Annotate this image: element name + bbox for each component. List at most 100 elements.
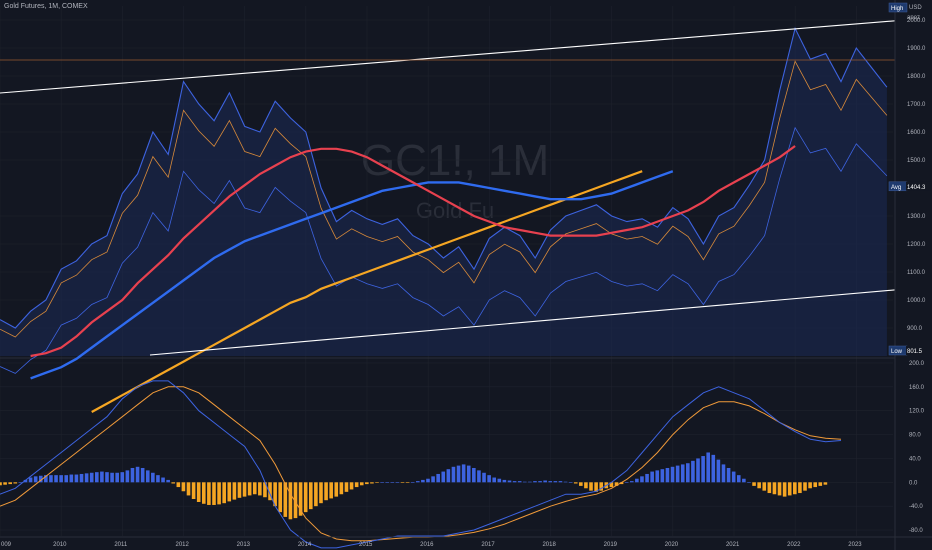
macd-hist-bar bbox=[629, 481, 634, 483]
macd-tick-label: 160.0 bbox=[909, 385, 925, 391]
macd-hist-bar bbox=[151, 472, 155, 483]
macd-hist-bar bbox=[105, 472, 109, 483]
macd-hist-bar bbox=[288, 482, 293, 520]
macd-hist-bar bbox=[273, 482, 277, 507]
price-tick-label: 2000.0 bbox=[907, 18, 926, 24]
macd-hist-bar bbox=[747, 482, 751, 483]
macd-hist-bar bbox=[252, 482, 257, 495]
macd-hist-bar bbox=[222, 482, 226, 504]
macd-hist-bar bbox=[212, 482, 216, 505]
macd-hist-bar bbox=[54, 475, 58, 483]
band-upper bbox=[0, 60, 888, 338]
macd-hist-bar bbox=[497, 478, 502, 483]
macd-hist-bar bbox=[181, 482, 186, 492]
price-tick-label: 1700.0 bbox=[907, 102, 926, 108]
macd-hist-bar bbox=[201, 482, 206, 504]
macd-hist-bar bbox=[120, 472, 125, 483]
macd-hist-bar bbox=[798, 482, 802, 494]
macd-tick-label: 0.0 bbox=[909, 480, 918, 486]
time-tick-label: 2021 bbox=[726, 542, 740, 548]
macd-hist-bar bbox=[793, 482, 797, 495]
macd-hist-bar bbox=[339, 482, 344, 495]
macd-hist-bar bbox=[731, 471, 736, 483]
macd-hist-bar bbox=[579, 482, 583, 486]
macd-hist-bar bbox=[156, 475, 160, 483]
macd-hist-bar bbox=[283, 482, 288, 517]
price-tick-label: 1600.0 bbox=[907, 130, 926, 136]
macd-hist-bar bbox=[670, 466, 675, 483]
macd-tick-label: 40.0 bbox=[909, 456, 921, 462]
price-tick-label: 1300.0 bbox=[907, 214, 926, 220]
macd-hist-bar bbox=[624, 482, 629, 483]
macd-tick-label: 80.0 bbox=[909, 433, 921, 439]
macd-hist-bar bbox=[227, 482, 232, 502]
macd-hist-bar bbox=[696, 458, 700, 483]
macd-hist-bar bbox=[89, 472, 94, 483]
macd-hist-bar bbox=[59, 475, 63, 483]
symbol-title: Gold Futures, 1M, COMEX bbox=[4, 3, 88, 10]
macd-hist-bar bbox=[431, 476, 435, 483]
price-tick-label: 1500.0 bbox=[907, 158, 926, 164]
macd-hist-bar bbox=[135, 466, 140, 483]
macd-hist-bar bbox=[405, 482, 410, 483]
channel-upper bbox=[0, 19, 906, 94]
macd-hist-bar bbox=[563, 481, 568, 483]
price-line bbox=[0, 26, 888, 329]
macd-hist-bar bbox=[436, 473, 440, 483]
macd-hist-bar bbox=[410, 482, 415, 483]
low-tag-value: 801.5 bbox=[907, 349, 923, 355]
macd-hist-bar bbox=[813, 482, 817, 488]
macd-hist-bar bbox=[655, 470, 660, 483]
macd-hist-bar bbox=[125, 470, 130, 483]
avg-tag-value-box bbox=[906, 181, 931, 191]
time-tick-label: 2013 bbox=[237, 542, 251, 548]
macd-hist-bar bbox=[3, 482, 7, 485]
macd-hist-bar bbox=[701, 456, 705, 483]
macd-hist-bar bbox=[635, 478, 639, 483]
macd-hist-bar bbox=[186, 482, 191, 496]
time-tick-label: 2010 bbox=[53, 542, 67, 548]
macd-hist-bar bbox=[757, 482, 761, 489]
macd-hist-bar bbox=[400, 482, 405, 483]
high-tag-box bbox=[888, 2, 908, 13]
price-tick-label: 900.0 bbox=[907, 326, 923, 332]
macd-hist-bar bbox=[375, 482, 379, 483]
macd-hist-bar bbox=[538, 481, 542, 483]
macd-hist-bar bbox=[645, 473, 649, 483]
time-tick-label: 009 bbox=[1, 542, 12, 548]
macd-hist-bar bbox=[298, 482, 303, 516]
macd-hist-bar bbox=[466, 465, 471, 483]
macd-hist-bar bbox=[502, 479, 507, 483]
macd-hist-bar bbox=[176, 482, 181, 488]
price-axis-panel bbox=[895, 0, 932, 550]
macd-hist-bar bbox=[660, 469, 665, 483]
macd-hist-bar bbox=[568, 482, 573, 483]
macd-hist-bar bbox=[278, 482, 283, 513]
time-tick-label: 2018 bbox=[542, 542, 556, 548]
macd-hist-bar bbox=[823, 482, 828, 485]
macd-hist-bar bbox=[166, 479, 170, 483]
macd-hist-bar bbox=[517, 481, 522, 483]
macd-hist-bar bbox=[140, 467, 145, 483]
macd-hist-bar bbox=[584, 482, 588, 489]
macd-hist-bar bbox=[395, 482, 400, 483]
macd-hist-bar bbox=[207, 482, 211, 505]
avg-tag-label: Avg bbox=[891, 185, 901, 191]
macd-hist-bar bbox=[726, 467, 731, 483]
time-tick-label: 2011 bbox=[114, 542, 128, 548]
macd-hist-bar bbox=[161, 477, 165, 483]
macd-hist-bar bbox=[640, 476, 644, 483]
macd-hist-bar bbox=[721, 464, 726, 483]
ma-long-line bbox=[91, 170, 643, 413]
macd-hist-bar bbox=[95, 472, 99, 483]
macd-hist-bar bbox=[130, 467, 135, 483]
time-tick-label: 2015 bbox=[359, 542, 373, 548]
time-tick-label: 2016 bbox=[420, 542, 434, 548]
macd-hist-bar bbox=[782, 482, 787, 497]
macd-hist-bar bbox=[263, 482, 267, 498]
watermark-ticker: GC1!, 1M bbox=[361, 136, 549, 185]
time-tick-label: 2019 bbox=[604, 542, 618, 548]
macd-hist-bar bbox=[28, 477, 33, 483]
macd-hist-bar bbox=[543, 480, 547, 483]
